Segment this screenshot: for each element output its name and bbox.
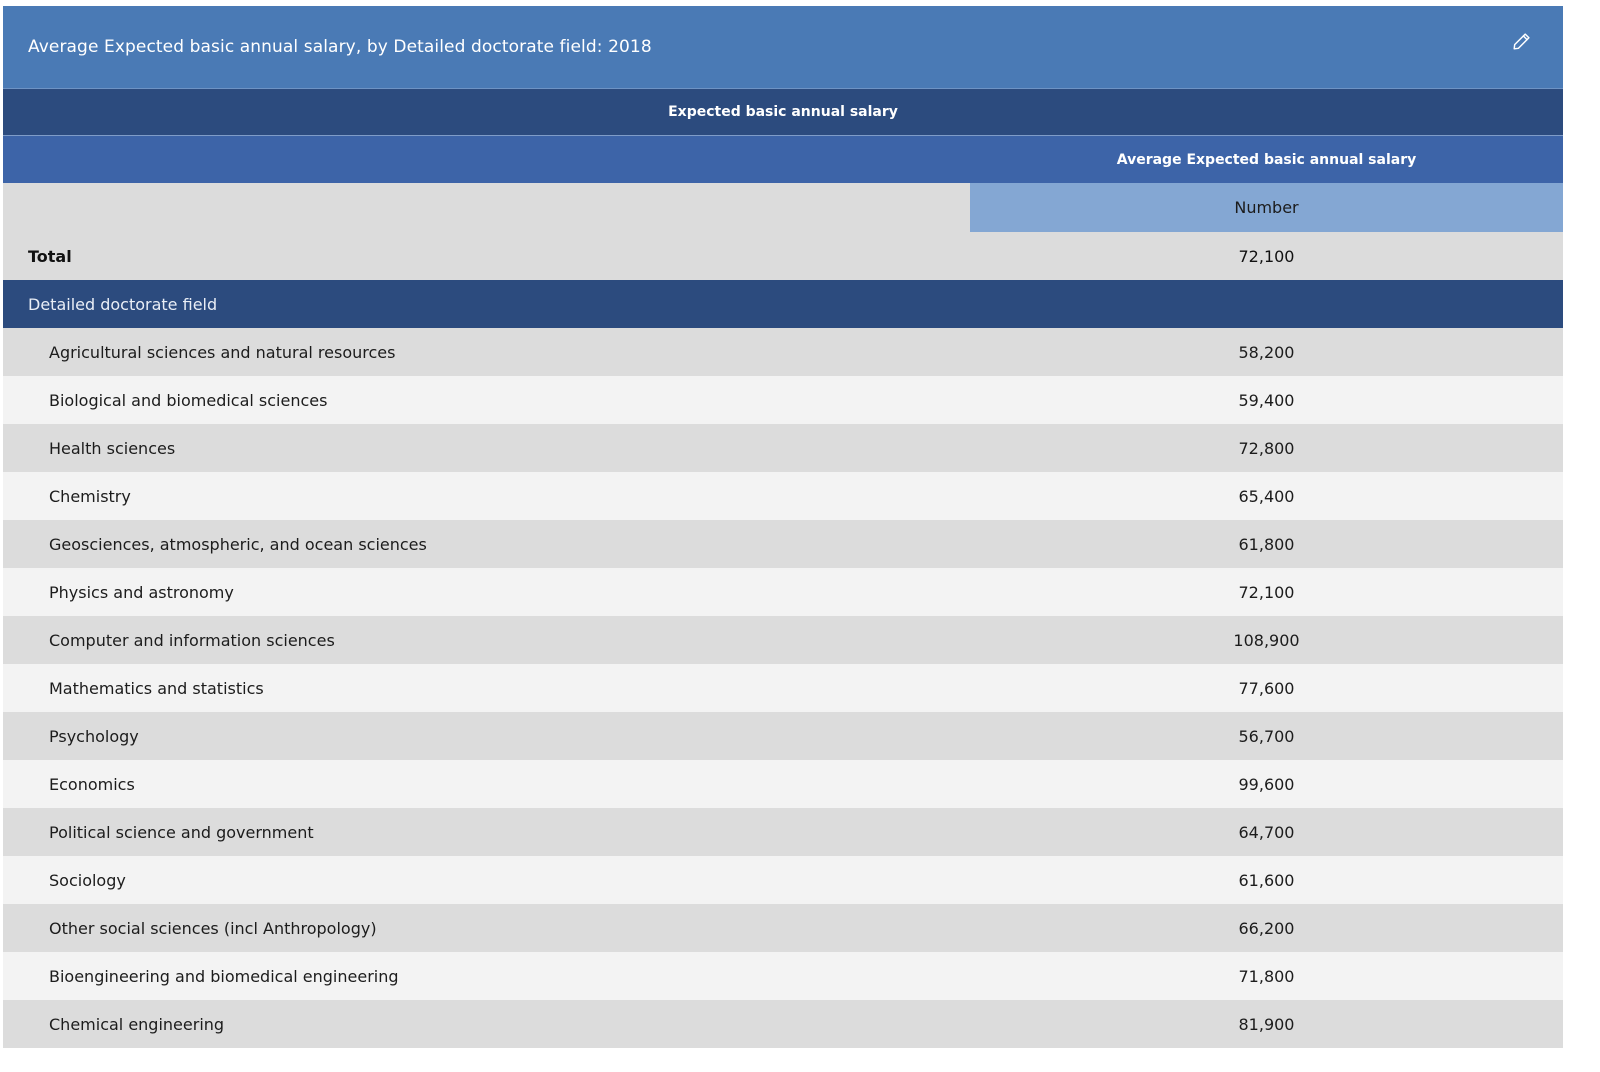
salary-value: 56,700: [1238, 726, 1295, 746]
field-label: Health sciences: [49, 438, 176, 458]
table-row: Political science and government 64,700: [3, 808, 1563, 856]
pencil-icon: [1513, 33, 1530, 50]
field-label: Economics: [49, 774, 135, 794]
salary-value: 99,600: [1238, 774, 1295, 794]
column-unit-header-label: Number: [970, 183, 1563, 232]
column-sub-header: Average Expected basic annual salary: [3, 136, 1563, 183]
field-label: Bioengineering and biomedical engineerin…: [49, 966, 399, 986]
table-row: Biological and biomedical sciences 59,40…: [3, 376, 1563, 424]
table-title: Average Expected basic annual salary, by…: [28, 37, 652, 57]
field-label: Physics and astronomy: [49, 582, 234, 602]
column-group-header: Expected basic annual salary: [3, 89, 1563, 136]
total-row: Total 72,100: [3, 232, 1563, 280]
column-group-header-label: Expected basic annual salary: [668, 104, 898, 120]
table-row: Chemical engineering 81,900: [3, 1000, 1563, 1048]
salary-value: 65,400: [1238, 486, 1295, 506]
table-row: Physics and astronomy 72,100: [3, 568, 1563, 616]
field-label: Biological and biomedical sciences: [49, 390, 328, 410]
salary-value: 81,900: [1238, 1014, 1295, 1034]
table-title-bar: Average Expected basic annual salary, by…: [3, 6, 1563, 89]
field-label: Political science and government: [49, 822, 314, 842]
table-row: Mathematics and statistics 77,600: [3, 664, 1563, 712]
field-label: Psychology: [49, 726, 139, 746]
edit-button[interactable]: [1507, 26, 1537, 56]
field-label: Agricultural sciences and natural resour…: [49, 342, 396, 362]
field-label: Geosciences, atmospheric, and ocean scie…: [49, 534, 427, 554]
table-row: Psychology 56,700: [3, 712, 1563, 760]
column-sub-header-label: Average Expected basic annual salary: [1116, 151, 1417, 168]
table-row: Economics 99,600: [3, 760, 1563, 808]
table-row: Bioengineering and biomedical engineerin…: [3, 952, 1563, 1000]
salary-value: 72,800: [1238, 438, 1295, 458]
salary-value: 64,700: [1238, 822, 1295, 842]
section-header-row: Detailed doctorate field: [3, 280, 1563, 328]
table-row: Other social sciences (incl Anthropology…: [3, 904, 1563, 952]
table-row: Sociology 61,600: [3, 856, 1563, 904]
salary-value: 66,200: [1238, 918, 1295, 938]
salary-value: 71,800: [1238, 966, 1295, 986]
total-value: 72,100: [1238, 246, 1295, 266]
table-row: Chemistry 65,400: [3, 472, 1563, 520]
field-label: Other social sciences (incl Anthropology…: [49, 918, 377, 938]
table-row: Computer and information sciences 108,90…: [3, 616, 1563, 664]
field-label: Sociology: [49, 870, 126, 890]
salary-value: 108,900: [1233, 630, 1300, 650]
table-body: Agricultural sciences and natural resour…: [3, 328, 1563, 1048]
row-label-header-blank: [3, 183, 970, 232]
salary-value: 61,600: [1238, 870, 1295, 890]
salary-value: 59,400: [1238, 390, 1295, 410]
salary-value: 72,100: [1238, 582, 1295, 602]
table-row: Geosciences, atmospheric, and ocean scie…: [3, 520, 1563, 568]
table-row: Agricultural sciences and natural resour…: [3, 328, 1563, 376]
field-label: Chemistry: [49, 486, 131, 506]
salary-value: 77,600: [1238, 678, 1295, 698]
field-label: Computer and information sciences: [49, 630, 335, 650]
salary-value: 61,800: [1238, 534, 1295, 554]
salary-table-widget: Average Expected basic annual salary, by…: [3, 6, 1563, 1072]
table-row: Health sciences 72,800: [3, 424, 1563, 472]
section-header-label: Detailed doctorate field: [28, 294, 218, 314]
total-label: Total: [28, 246, 72, 266]
column-unit-header: Number: [3, 183, 1563, 232]
field-label: Mathematics and statistics: [49, 678, 264, 698]
salary-value: 58,200: [1238, 342, 1295, 362]
field-label: Chemical engineering: [49, 1014, 225, 1034]
